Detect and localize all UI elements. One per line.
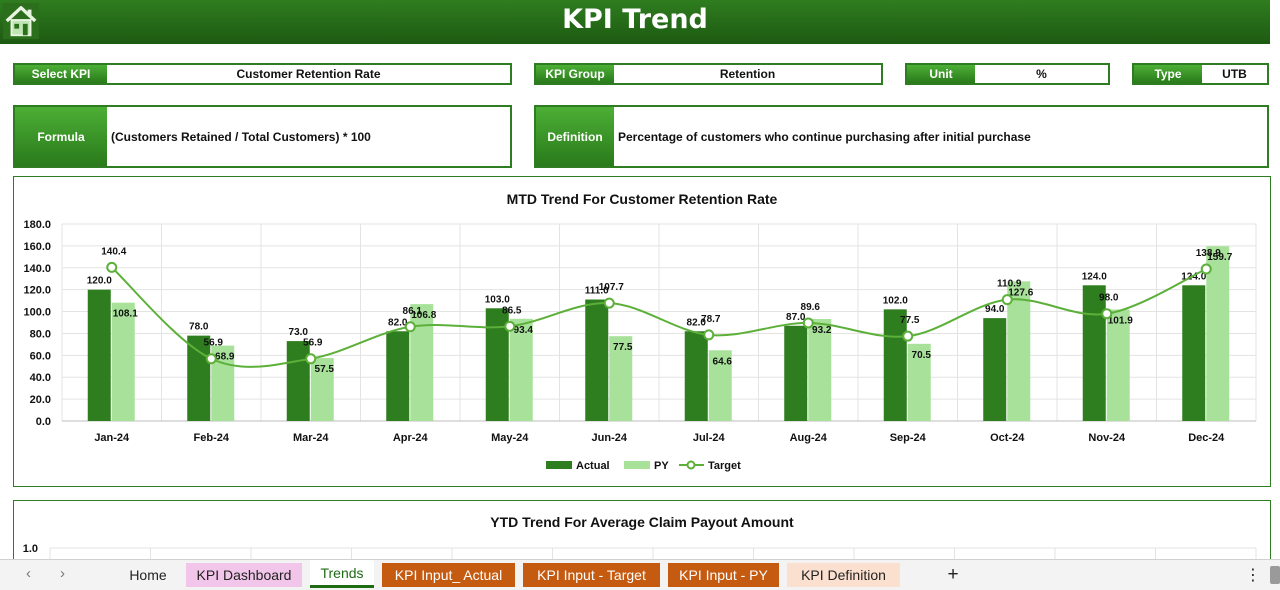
definition-field: Definition Percentage of customers who c… [534,105,1269,168]
page-title: KPI Trend [562,4,708,35]
next-sheet-icon[interactable]: › [60,565,65,582]
tab-kpi-definition[interactable]: KPI Definition [787,563,900,587]
prev-sheet-icon[interactable]: ‹ [26,565,31,582]
ytd-chart-title: YTD Trend For Average Claim Payout Amoun… [490,514,794,530]
scrollbar-thumb[interactable] [1270,566,1280,584]
unit-field: Unit % [905,63,1110,85]
formula-label: Formula [15,107,107,166]
kpi-group-value: Retention [719,67,776,81]
formula-field: Formula (Customers Retained / Total Cust… [13,105,512,168]
sheet-tab-bar: ‹ › Home KPI Dashboard Trends KPI Input_… [0,559,1280,590]
type-label: Type [1134,65,1202,83]
definition-label: Definition [536,107,614,166]
mtd-chart-panel[interactable]: MTD Trend For Customer Retention Rate [13,176,1271,487]
add-sheet-button[interactable]: + [947,564,959,585]
tab-trends[interactable]: Trends [310,560,374,588]
definition-value: Percentage of customers who continue pur… [618,129,1031,144]
unit-label: Unit [907,65,975,83]
tab-kpi-input-target[interactable]: KPI Input - Target [523,563,660,587]
tab-home[interactable]: Home [129,567,167,583]
mtd-chart-title: MTD Trend For Customer Retention Rate [506,191,778,207]
tab-kpi-input-actual[interactable]: KPI Input_ Actual [382,563,515,587]
unit-value: % [1036,67,1047,81]
select-kpi-field[interactable]: Select KPI Customer Retention Rate [13,63,512,85]
tab-kpi-input-py[interactable]: KPI Input - PY [668,563,779,587]
select-kpi-value[interactable]: Customer Retention Rate [236,67,381,81]
tab-kpi-dashboard[interactable]: KPI Dashboard [186,563,302,587]
type-value: UTB [1222,67,1247,81]
kpi-group-field: KPI Group Retention [534,63,883,85]
home-icon[interactable] [2,2,40,40]
kpi-group-label: KPI Group [536,65,614,83]
select-kpi-label: Select KPI [15,65,107,83]
more-options-icon[interactable]: ⋮ [1245,567,1261,584]
type-field: Type UTB [1132,63,1269,85]
formula-value: (Customers Retained / Total Customers) *… [111,129,371,144]
title-banner: KPI Trend [0,0,1270,44]
